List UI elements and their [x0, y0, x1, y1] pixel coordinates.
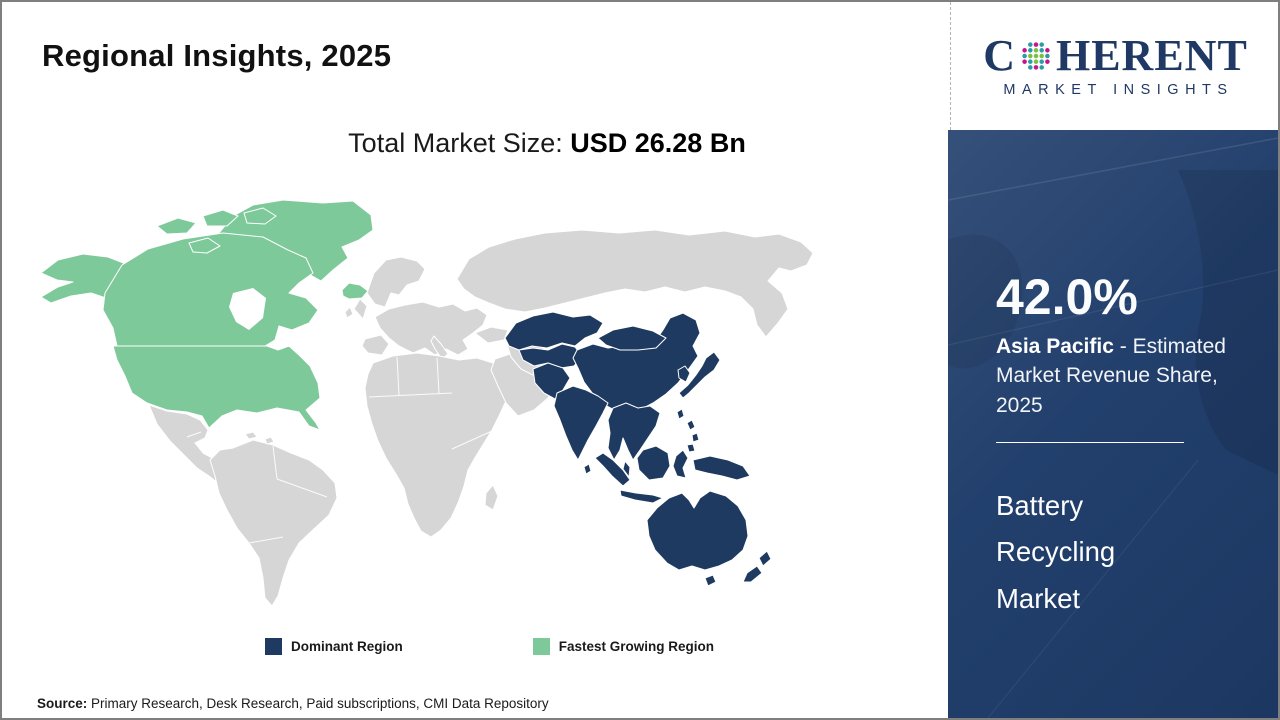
- map-region-rest-of-world: [148, 229, 814, 607]
- map-internal-borders: [186, 356, 493, 544]
- map-country-australia: [646, 490, 749, 571]
- map-country-mongolia: [597, 325, 667, 351]
- stat-value: 42.0%: [996, 269, 1138, 325]
- map-country-india: [553, 385, 609, 461]
- legend-label-dominant: Dominant Region: [290, 639, 403, 654]
- source-line: Source: Primary Research, Desk Research,…: [37, 696, 549, 711]
- map-country-usa: [112, 345, 321, 431]
- coherent-logo-wordmark: C HERENT: [983, 34, 1248, 78]
- map-country-uk: [353, 298, 368, 320]
- legend-label-fastest-growing: Fastest Growing Region: [558, 639, 714, 654]
- panel-divider: [996, 442, 1184, 444]
- world-map: [37, 197, 817, 607]
- stat-desc-text: - Estimated Market Revenue Share, 2025: [996, 335, 1226, 417]
- map-country-scandinavia: [366, 256, 426, 308]
- map-country-russia: [456, 229, 814, 338]
- map-country-taiwan: [676, 408, 685, 420]
- coherent-logo-dot-o-icon: [1022, 42, 1050, 70]
- map-water-great-lakes: [275, 337, 299, 347]
- logo-letter-c: C: [983, 31, 1016, 80]
- map-legend: Dominant Region Fastest Growing Region: [17, 638, 962, 655]
- total-market-size: Total Market Size: USD 26.28 Bn: [152, 128, 942, 159]
- map-country-java: [619, 489, 664, 504]
- map-country-borneo: [636, 445, 671, 481]
- map-country-ireland: [344, 306, 354, 319]
- page-title: Regional Insights, 2025: [42, 38, 392, 73]
- map-islands-canadian-arctic: [156, 207, 277, 254]
- logo-letters-herent: HERENT: [1055, 31, 1248, 80]
- map-water-hudson-bay: [229, 288, 266, 330]
- map-country-turkey: [474, 326, 509, 344]
- source-label: Source:: [37, 696, 88, 711]
- map-country-iceland: [341, 282, 369, 300]
- map-country-korea: [677, 365, 691, 383]
- source-text: Primary Research, Desk Research, Paid su…: [87, 696, 549, 711]
- panel-map-texture: [948, 137, 1278, 718]
- map-region-north-america: [40, 199, 374, 431]
- map-country-sri-lanka: [583, 463, 592, 475]
- fastest-growing-region-swatch-icon: [532, 638, 550, 655]
- side-panel: 42.0% Asia Pacific - Estimated Market Re…: [948, 130, 1278, 718]
- world-map-svg: [40, 199, 814, 607]
- map-country-new-guinea: [692, 455, 751, 481]
- map-region-asia-pacific: [504, 311, 772, 587]
- map-country-africa: [364, 352, 526, 538]
- map-country-malaysia: [622, 460, 631, 478]
- map-islands-caribbean: [244, 431, 275, 445]
- map-country-tasmania: [704, 574, 717, 587]
- total-market-size-value: USD 26.28 Bn: [570, 128, 746, 158]
- coherent-logo-subtitle: MARKET INSIGHTS: [1003, 82, 1234, 98]
- map-country-sulawesi: [672, 449, 689, 479]
- coherent-logo: C HERENT MARKET INSIGHTS: [950, 2, 1278, 130]
- map-country-japan: [678, 351, 721, 399]
- stat-description: Asia Pacific - Estimated Market Revenue …: [996, 332, 1252, 420]
- map-country-sumatra: [594, 452, 631, 487]
- map-country-iberia: [361, 334, 390, 356]
- map-country-indochina: [607, 402, 661, 461]
- map-country-europe: [374, 301, 488, 356]
- map-country-philippines: [686, 419, 700, 453]
- market-name: Battery Recycling Market: [996, 490, 1116, 614]
- map-country-madagascar: [484, 484, 499, 511]
- legend-item-fastest-growing: Fastest Growing Region: [532, 638, 714, 655]
- map-country-kazakhstan: [504, 311, 604, 351]
- total-market-size-label: Total Market Size:: [348, 128, 571, 158]
- map-country-south-america: [209, 439, 338, 607]
- stat-region-name: Asia Pacific: [996, 335, 1114, 358]
- legend-item-dominant: Dominant Region: [264, 638, 403, 655]
- panel-content: 42.0% Asia Pacific - Estimated Market Re…: [948, 130, 1278, 622]
- map-country-new-zealand: [742, 550, 772, 583]
- dominant-region-swatch-icon: [264, 638, 282, 655]
